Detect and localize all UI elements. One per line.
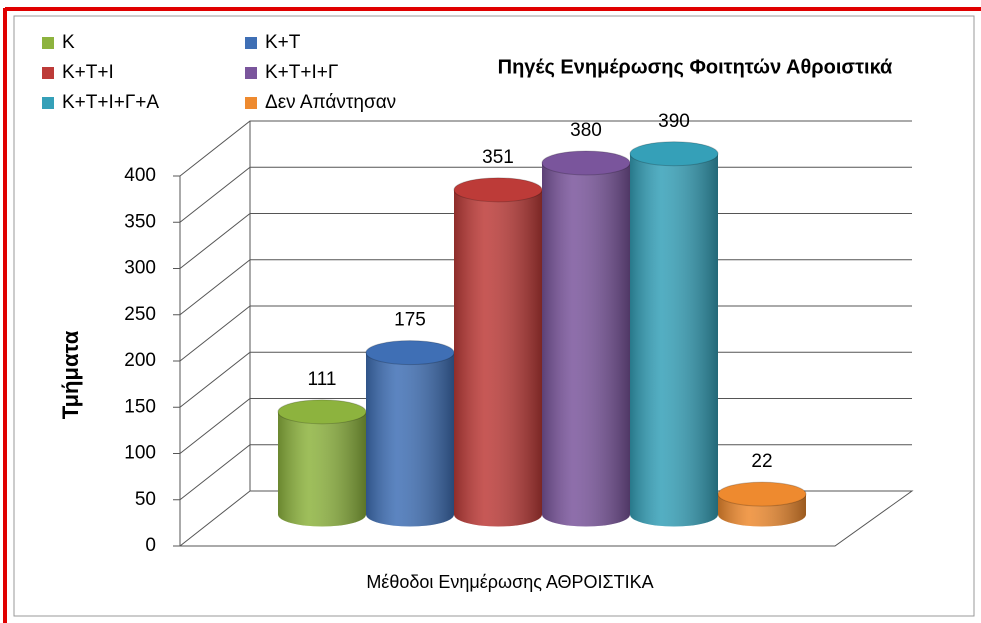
legend-swatch [245, 37, 257, 49]
bar-shade [542, 163, 630, 527]
legend-swatch [42, 97, 54, 109]
legend-swatch [42, 67, 54, 79]
value-label: 390 [658, 111, 690, 132]
value-label: 380 [570, 120, 602, 141]
plot-frame [13, 15, 975, 617]
value-label: 351 [482, 147, 514, 168]
grid-line [179, 120, 912, 177]
bar-top [629, 141, 719, 167]
chart-title: Πηγές Ενημέρωσης Φοιτητών Αθροιστικά [498, 56, 893, 78]
bar-shade [630, 153, 718, 527]
legend-label: Κ+Τ [265, 32, 301, 53]
bar-top [453, 177, 543, 203]
y-tick-label: 150 [124, 396, 156, 417]
legend-swatch [42, 37, 54, 49]
bar-shade [278, 411, 366, 527]
y-tick-label: 350 [124, 211, 156, 232]
legend-label: Κ+Τ+Ι+Γ [265, 62, 338, 83]
bar-top [365, 340, 455, 366]
value-label: 22 [751, 451, 772, 472]
value-label: 175 [394, 310, 426, 331]
legend-swatch [245, 67, 257, 79]
legend-swatch [245, 97, 257, 109]
y-tick-label: 50 [135, 489, 156, 510]
y-axis-label: Τμήματα [58, 330, 83, 419]
legend-label: Κ [62, 32, 75, 53]
y-tick-label: 250 [124, 304, 156, 325]
bar-top [541, 150, 631, 176]
y-tick-label: 400 [124, 165, 156, 186]
x-axis-label: Μέθοδοι Ενημέρωσης ΑΘΡΟΙΣΤΙΚΑ [366, 572, 653, 592]
y-tick-label: 100 [124, 443, 156, 464]
y-tick-label: 300 [124, 258, 156, 279]
y-tick-label: 200 [124, 350, 156, 371]
bar-top [277, 399, 367, 425]
value-label: 111 [308, 369, 337, 390]
legend-label: Κ+Τ+Ι [62, 62, 114, 83]
legend-label: Δεν Απάντησαν [265, 92, 396, 113]
bar-top [717, 481, 807, 507]
legend-label: Κ+Τ+Ι+Γ+Α [62, 92, 159, 113]
y-tick-label: 0 [145, 535, 156, 556]
bar-shade [454, 189, 542, 527]
bar-shade [366, 352, 454, 527]
